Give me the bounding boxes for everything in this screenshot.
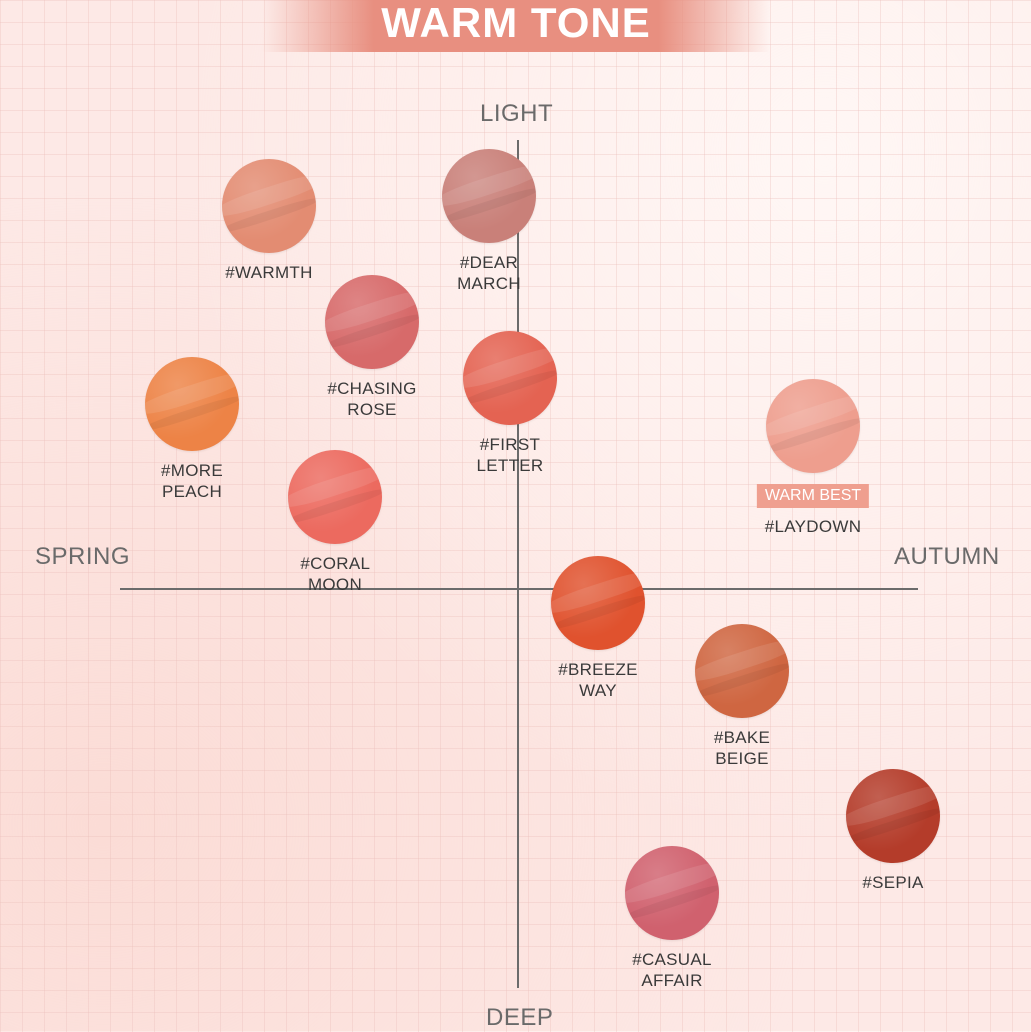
shade-swatch xyxy=(846,769,940,863)
shade-swatch xyxy=(222,159,316,253)
shade-name: #MORE PEACH xyxy=(161,461,223,501)
shade-name: #FIRST LETTER xyxy=(476,435,544,475)
shade-name: #WARMTH xyxy=(225,263,313,282)
title-banner: WARM TONE xyxy=(262,0,770,52)
axis-label-autumn: AUTUMN xyxy=(894,543,1000,570)
warm-best-badge: WARM BEST xyxy=(756,484,870,508)
shade-name: #SEPIA xyxy=(862,873,924,892)
horizontal-axis xyxy=(120,588,918,590)
shade-swatch xyxy=(551,556,645,650)
shade-swatch xyxy=(325,275,419,369)
axis-label-deep: DEEP xyxy=(486,1004,554,1031)
shade-name: #DEAR MARCH xyxy=(457,253,521,293)
page-title: WARM TONE xyxy=(381,0,651,46)
shade-swatch xyxy=(463,331,557,425)
vertical-axis xyxy=(517,140,519,988)
shade-name: #LAYDOWN xyxy=(764,517,862,536)
shade-name: #CHASING ROSE xyxy=(327,379,417,419)
axis-label-light: LIGHT xyxy=(480,100,554,127)
shade-name: #CORAL MOON xyxy=(300,554,371,594)
shade-name: #CASUAL AFFAIR xyxy=(632,950,712,990)
axis-label-spring: SPRING xyxy=(35,543,131,570)
shade-swatch xyxy=(145,357,239,451)
shade-swatch xyxy=(442,149,536,243)
shade-swatch xyxy=(625,846,719,940)
shade-name: #BAKE BEIGE xyxy=(713,728,771,768)
shade-name: #BREEZE WAY xyxy=(558,660,638,700)
shade-swatch xyxy=(288,450,382,544)
shade-swatch xyxy=(695,624,789,718)
shade-swatch xyxy=(766,379,860,473)
